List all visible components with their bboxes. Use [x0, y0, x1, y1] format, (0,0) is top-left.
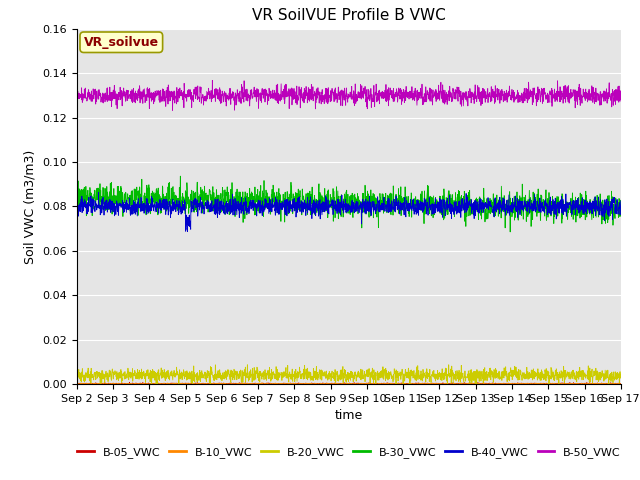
B-10_VWC [377, 381, 385, 387]
B-10_VWC [584, 381, 592, 387]
B-50_VWC [225, 91, 233, 96]
B-10_VWC [225, 381, 232, 386]
B-40_VWC [95, 190, 102, 195]
B-40_VWC [377, 203, 385, 208]
B-40_VWC [184, 229, 191, 235]
B-50_VWC [377, 90, 385, 96]
Line: B-40_VWC: B-40_VWC [77, 192, 621, 232]
B-30_VWC [376, 195, 384, 201]
Line: B-10_VWC: B-10_VWC [77, 383, 621, 384]
B-05_VWC [73, 381, 81, 387]
Line: B-05_VWC: B-05_VWC [77, 382, 621, 384]
B-10_VWC [362, 381, 370, 387]
B-50_VWC [169, 108, 177, 113]
B-10_VWC [365, 380, 372, 386]
B-20_VWC [570, 373, 577, 379]
Title: VR SoilVUE Profile B VWC: VR SoilVUE Profile B VWC [252, 9, 445, 24]
B-40_VWC [225, 205, 233, 211]
B-50_VWC [570, 87, 577, 93]
B-05_VWC [569, 381, 577, 386]
B-20_VWC [244, 362, 252, 368]
B-50_VWC [209, 78, 216, 84]
B-10_VWC [508, 381, 515, 387]
Line: B-20_VWC: B-20_VWC [77, 365, 621, 384]
B-05_VWC [125, 379, 133, 385]
B-40_VWC [617, 198, 625, 204]
B-05_VWC [584, 381, 592, 387]
B-05_VWC [507, 381, 515, 386]
B-20_VWC [584, 363, 592, 369]
B-30_VWC [73, 190, 81, 196]
B-40_VWC [570, 204, 577, 210]
B-30_VWC [570, 216, 577, 222]
B-40_VWC [73, 196, 81, 202]
Y-axis label: Soil VWC (m3/m3): Soil VWC (m3/m3) [24, 149, 36, 264]
Text: VR_soilvue: VR_soilvue [84, 36, 159, 49]
B-05_VWC [589, 381, 596, 387]
X-axis label: time: time [335, 409, 363, 422]
B-30_VWC [365, 191, 372, 197]
B-50_VWC [73, 95, 81, 101]
B-40_VWC [508, 208, 515, 214]
B-05_VWC [365, 381, 372, 386]
B-50_VWC [617, 98, 625, 104]
B-30_VWC [506, 229, 514, 235]
B-40_VWC [584, 200, 592, 206]
B-50_VWC [508, 96, 515, 102]
B-20_VWC [148, 381, 156, 387]
B-20_VWC [73, 372, 81, 378]
B-05_VWC [617, 381, 625, 386]
Legend: B-05_VWC, B-10_VWC, B-20_VWC, B-30_VWC, B-40_VWC, B-50_VWC: B-05_VWC, B-10_VWC, B-20_VWC, B-30_VWC, … [72, 443, 625, 463]
B-05_VWC [225, 381, 232, 386]
B-20_VWC [617, 371, 625, 377]
B-30_VWC [584, 205, 592, 211]
B-30_VWC [617, 210, 625, 216]
B-30_VWC [225, 202, 232, 208]
B-10_VWC [617, 381, 625, 387]
B-40_VWC [365, 209, 372, 215]
B-50_VWC [584, 88, 592, 94]
B-10_VWC [73, 381, 81, 386]
B-20_VWC [377, 369, 385, 374]
B-20_VWC [508, 372, 515, 378]
B-20_VWC [225, 368, 232, 373]
B-20_VWC [365, 369, 372, 374]
B-10_VWC [258, 380, 266, 385]
Line: B-30_VWC: B-30_VWC [77, 176, 621, 232]
B-05_VWC [376, 381, 384, 387]
B-30_VWC [177, 173, 184, 179]
B-10_VWC [570, 381, 577, 387]
Line: B-50_VWC: B-50_VWC [77, 81, 621, 110]
B-30_VWC [508, 206, 515, 212]
B-50_VWC [365, 88, 372, 94]
